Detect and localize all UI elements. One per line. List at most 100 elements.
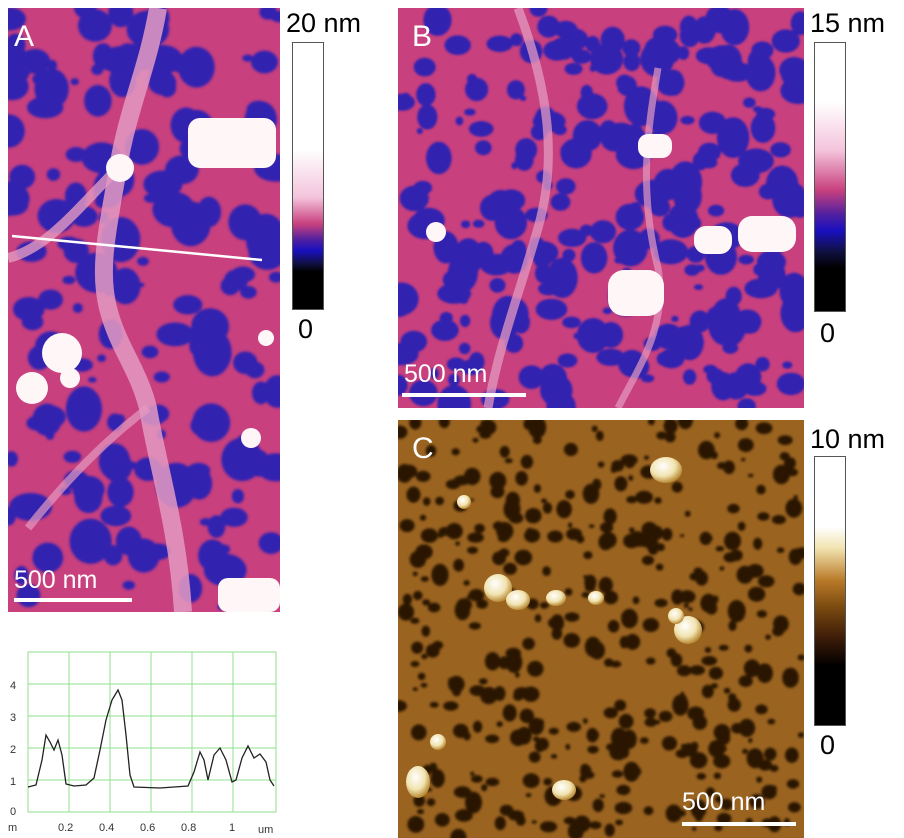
pore [644, 717, 658, 727]
pore [38, 289, 63, 310]
pore [504, 458, 513, 464]
pore [456, 598, 473, 611]
pore [653, 239, 689, 265]
panel-label-c: C [412, 432, 434, 465]
pore [429, 368, 439, 380]
pore [417, 104, 438, 130]
pore [499, 804, 514, 816]
pore [401, 92, 411, 105]
pore [32, 72, 51, 86]
pore [663, 69, 685, 96]
pore [57, 236, 80, 251]
pore [548, 617, 564, 629]
pore [665, 420, 670, 424]
pore [553, 50, 560, 58]
pore [589, 821, 602, 830]
pore [558, 228, 587, 247]
pore [720, 9, 750, 46]
pore [248, 233, 280, 270]
pore [716, 730, 731, 746]
afm-image-b-graphic [398, 8, 804, 408]
pore [46, 59, 58, 71]
pore [684, 510, 691, 517]
y-tick-2: 2 [10, 744, 16, 756]
pore [425, 444, 437, 457]
pore [535, 298, 568, 320]
pore [503, 498, 521, 520]
pore [455, 809, 473, 822]
y-tick-4: 4 [10, 680, 16, 692]
pore [737, 438, 754, 453]
pore [705, 602, 718, 615]
pore [641, 374, 655, 383]
pore [505, 647, 522, 659]
pore [586, 727, 599, 743]
pore [790, 11, 804, 36]
pore [533, 250, 551, 269]
pore [641, 555, 655, 566]
pore [431, 563, 449, 586]
pore [573, 332, 581, 340]
pore [107, 477, 134, 508]
pore [426, 141, 452, 175]
pore [451, 448, 460, 456]
pore [614, 257, 625, 264]
pore [703, 364, 718, 375]
pore [420, 683, 428, 688]
pore [419, 514, 427, 521]
pore [777, 435, 793, 445]
pore [768, 785, 777, 792]
pore [616, 784, 631, 796]
pore [531, 820, 537, 824]
pore [173, 295, 203, 315]
pore [727, 503, 740, 514]
pore [741, 458, 746, 462]
pore [658, 710, 673, 722]
pore [714, 432, 721, 439]
pore [110, 267, 141, 305]
pore [240, 286, 257, 299]
pore [687, 706, 705, 721]
pore [733, 604, 742, 615]
pore [691, 741, 699, 751]
pore [644, 455, 649, 460]
pore [534, 614, 542, 623]
pore [82, 388, 96, 403]
pore [551, 627, 563, 640]
pore [727, 698, 741, 712]
scale-bar-c [682, 822, 796, 826]
pore [718, 8, 726, 17]
pore [698, 440, 715, 460]
colorbar-b-max: 15 nm [810, 8, 886, 38]
pore [504, 333, 524, 353]
pore [792, 582, 804, 596]
scale-bar-label-b: 500 nm [404, 360, 488, 388]
pore [398, 284, 414, 317]
pore [542, 566, 551, 576]
pore [590, 43, 624, 75]
pore [474, 523, 485, 534]
pore [771, 29, 800, 53]
pore [758, 759, 773, 771]
pore [588, 524, 595, 528]
pore [704, 647, 712, 653]
pore [527, 660, 544, 677]
pore [427, 602, 441, 613]
pore [773, 615, 789, 633]
pore [598, 322, 624, 348]
pore [566, 528, 583, 541]
pore [546, 257, 578, 298]
pore [514, 149, 534, 171]
pore [525, 508, 542, 524]
pore [788, 802, 801, 813]
pore [652, 25, 678, 44]
pore [153, 371, 170, 383]
pore [525, 793, 532, 798]
pore [744, 644, 753, 653]
pore [84, 85, 112, 117]
pore [648, 543, 659, 555]
pore [190, 413, 227, 438]
pore [480, 686, 498, 705]
pore [480, 420, 497, 435]
pore [748, 738, 753, 743]
